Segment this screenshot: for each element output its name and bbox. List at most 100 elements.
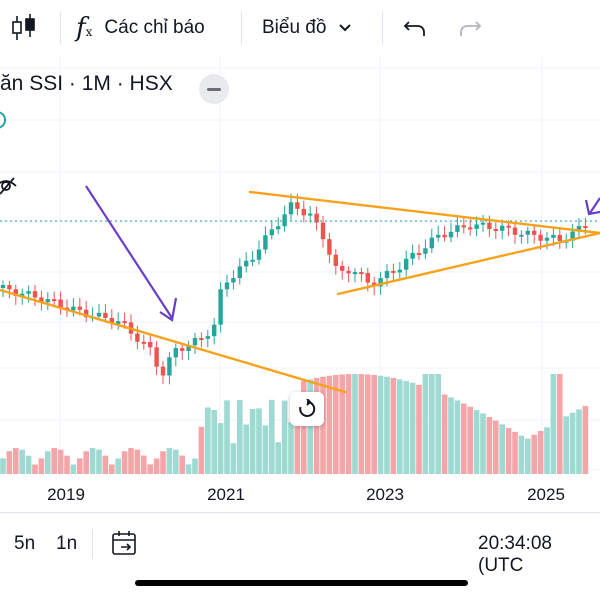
volume-bar [352, 374, 358, 474]
toolbar-divider [241, 12, 242, 44]
candle-body [7, 285, 12, 290]
candle [192, 332, 198, 355]
candle-body [314, 213, 319, 223]
candle-body [231, 278, 236, 283]
price-chart[interactable]: 2019 2021 2023 2025 [0, 57, 600, 505]
candle-body [493, 229, 498, 232]
candle-body [276, 226, 281, 230]
volume-bar [230, 443, 237, 474]
candle [448, 223, 454, 243]
volume-bar [518, 435, 525, 474]
candle [480, 215, 486, 232]
volume-bar [384, 376, 390, 474]
candle-body [448, 231, 454, 238]
candle [218, 282, 223, 333]
legend-collapse-button[interactable] [199, 74, 229, 104]
candle [468, 219, 473, 236]
candle-body [333, 254, 338, 266]
candle-body [436, 234, 441, 238]
volume-bar [512, 431, 518, 474]
candle-body [288, 202, 294, 215]
candle-body [148, 342, 153, 348]
candle-body [180, 348, 185, 351]
volume-bar [134, 449, 141, 474]
candle [519, 230, 524, 244]
candle [103, 303, 108, 323]
volume-bar [173, 449, 179, 474]
candle-body [512, 227, 518, 235]
candle [525, 226, 530, 244]
candle [231, 270, 236, 290]
candle-body [340, 265, 345, 271]
candle [244, 252, 249, 273]
volume-bar [371, 374, 377, 474]
volume-bar [128, 448, 134, 474]
range-5y-button[interactable]: 5n [14, 533, 36, 554]
candle [148, 335, 153, 356]
reset-chart-button[interactable] [290, 392, 324, 426]
candle [141, 334, 146, 350]
candle [39, 290, 44, 311]
volume-bar [326, 375, 333, 474]
candle-body [423, 248, 428, 254]
volume-bar [70, 464, 77, 474]
candle [314, 206, 319, 231]
candle [557, 228, 562, 250]
eye-off-icon[interactable] [0, 174, 22, 198]
candle-body [173, 348, 178, 358]
candle-body [160, 366, 166, 376]
x-tick-label: 2021 [207, 485, 245, 504]
candle [493, 222, 498, 239]
volume-bar [390, 377, 397, 474]
volume-bar [275, 442, 281, 474]
candle [205, 329, 210, 348]
candle-body [487, 222, 492, 230]
volume-bar [301, 380, 307, 474]
candle-body [122, 321, 127, 324]
candle [340, 260, 345, 280]
range-1y-button[interactable]: 1n [56, 533, 78, 554]
volume-bar [45, 451, 51, 474]
volume-bar [403, 380, 409, 474]
volume-bar [83, 451, 89, 474]
volume-bar [493, 420, 499, 474]
volume-bar [141, 455, 147, 474]
candle-body [244, 260, 249, 267]
volume-bar [237, 400, 243, 474]
volume-bar [307, 379, 313, 474]
volume-bar [544, 427, 550, 474]
trendline [336, 231, 600, 296]
toolbar-divider [382, 12, 383, 44]
chart-type-button[interactable]: Biểu đồ [262, 0, 352, 56]
candle [45, 291, 50, 311]
volume-bar [89, 448, 96, 474]
candle-body [103, 312, 108, 318]
indicators-button[interactable]: fx Các chỉ báo [76, 0, 205, 56]
volume-bar [576, 409, 582, 474]
candlestick-icon[interactable] [10, 0, 40, 56]
candle-body [237, 266, 242, 279]
candle-body [525, 230, 530, 235]
home-indicator [135, 580, 468, 586]
volume-bar [569, 412, 576, 474]
candle [301, 200, 306, 223]
candle-body [474, 224, 479, 229]
candle [90, 307, 95, 322]
x-tick-label: 2025 [527, 485, 565, 504]
candle-body [442, 234, 447, 238]
volume-bar [224, 400, 230, 474]
redo-icon[interactable] [458, 0, 482, 56]
clock-time: 20:34:08 (UTC [478, 533, 552, 576]
volume-bar [160, 451, 166, 474]
candle-body [500, 225, 505, 231]
reset-icon [299, 399, 316, 417]
undo-icon[interactable] [403, 0, 427, 56]
go-to-date-icon[interactable] [110, 529, 140, 559]
candle-body [480, 222, 486, 225]
candle-body [263, 235, 268, 250]
candle-body [455, 225, 460, 232]
volume-bar [96, 449, 102, 474]
candle-body [116, 321, 121, 324]
annotation-arrow-head [159, 297, 178, 322]
volume-bar [51, 448, 57, 474]
